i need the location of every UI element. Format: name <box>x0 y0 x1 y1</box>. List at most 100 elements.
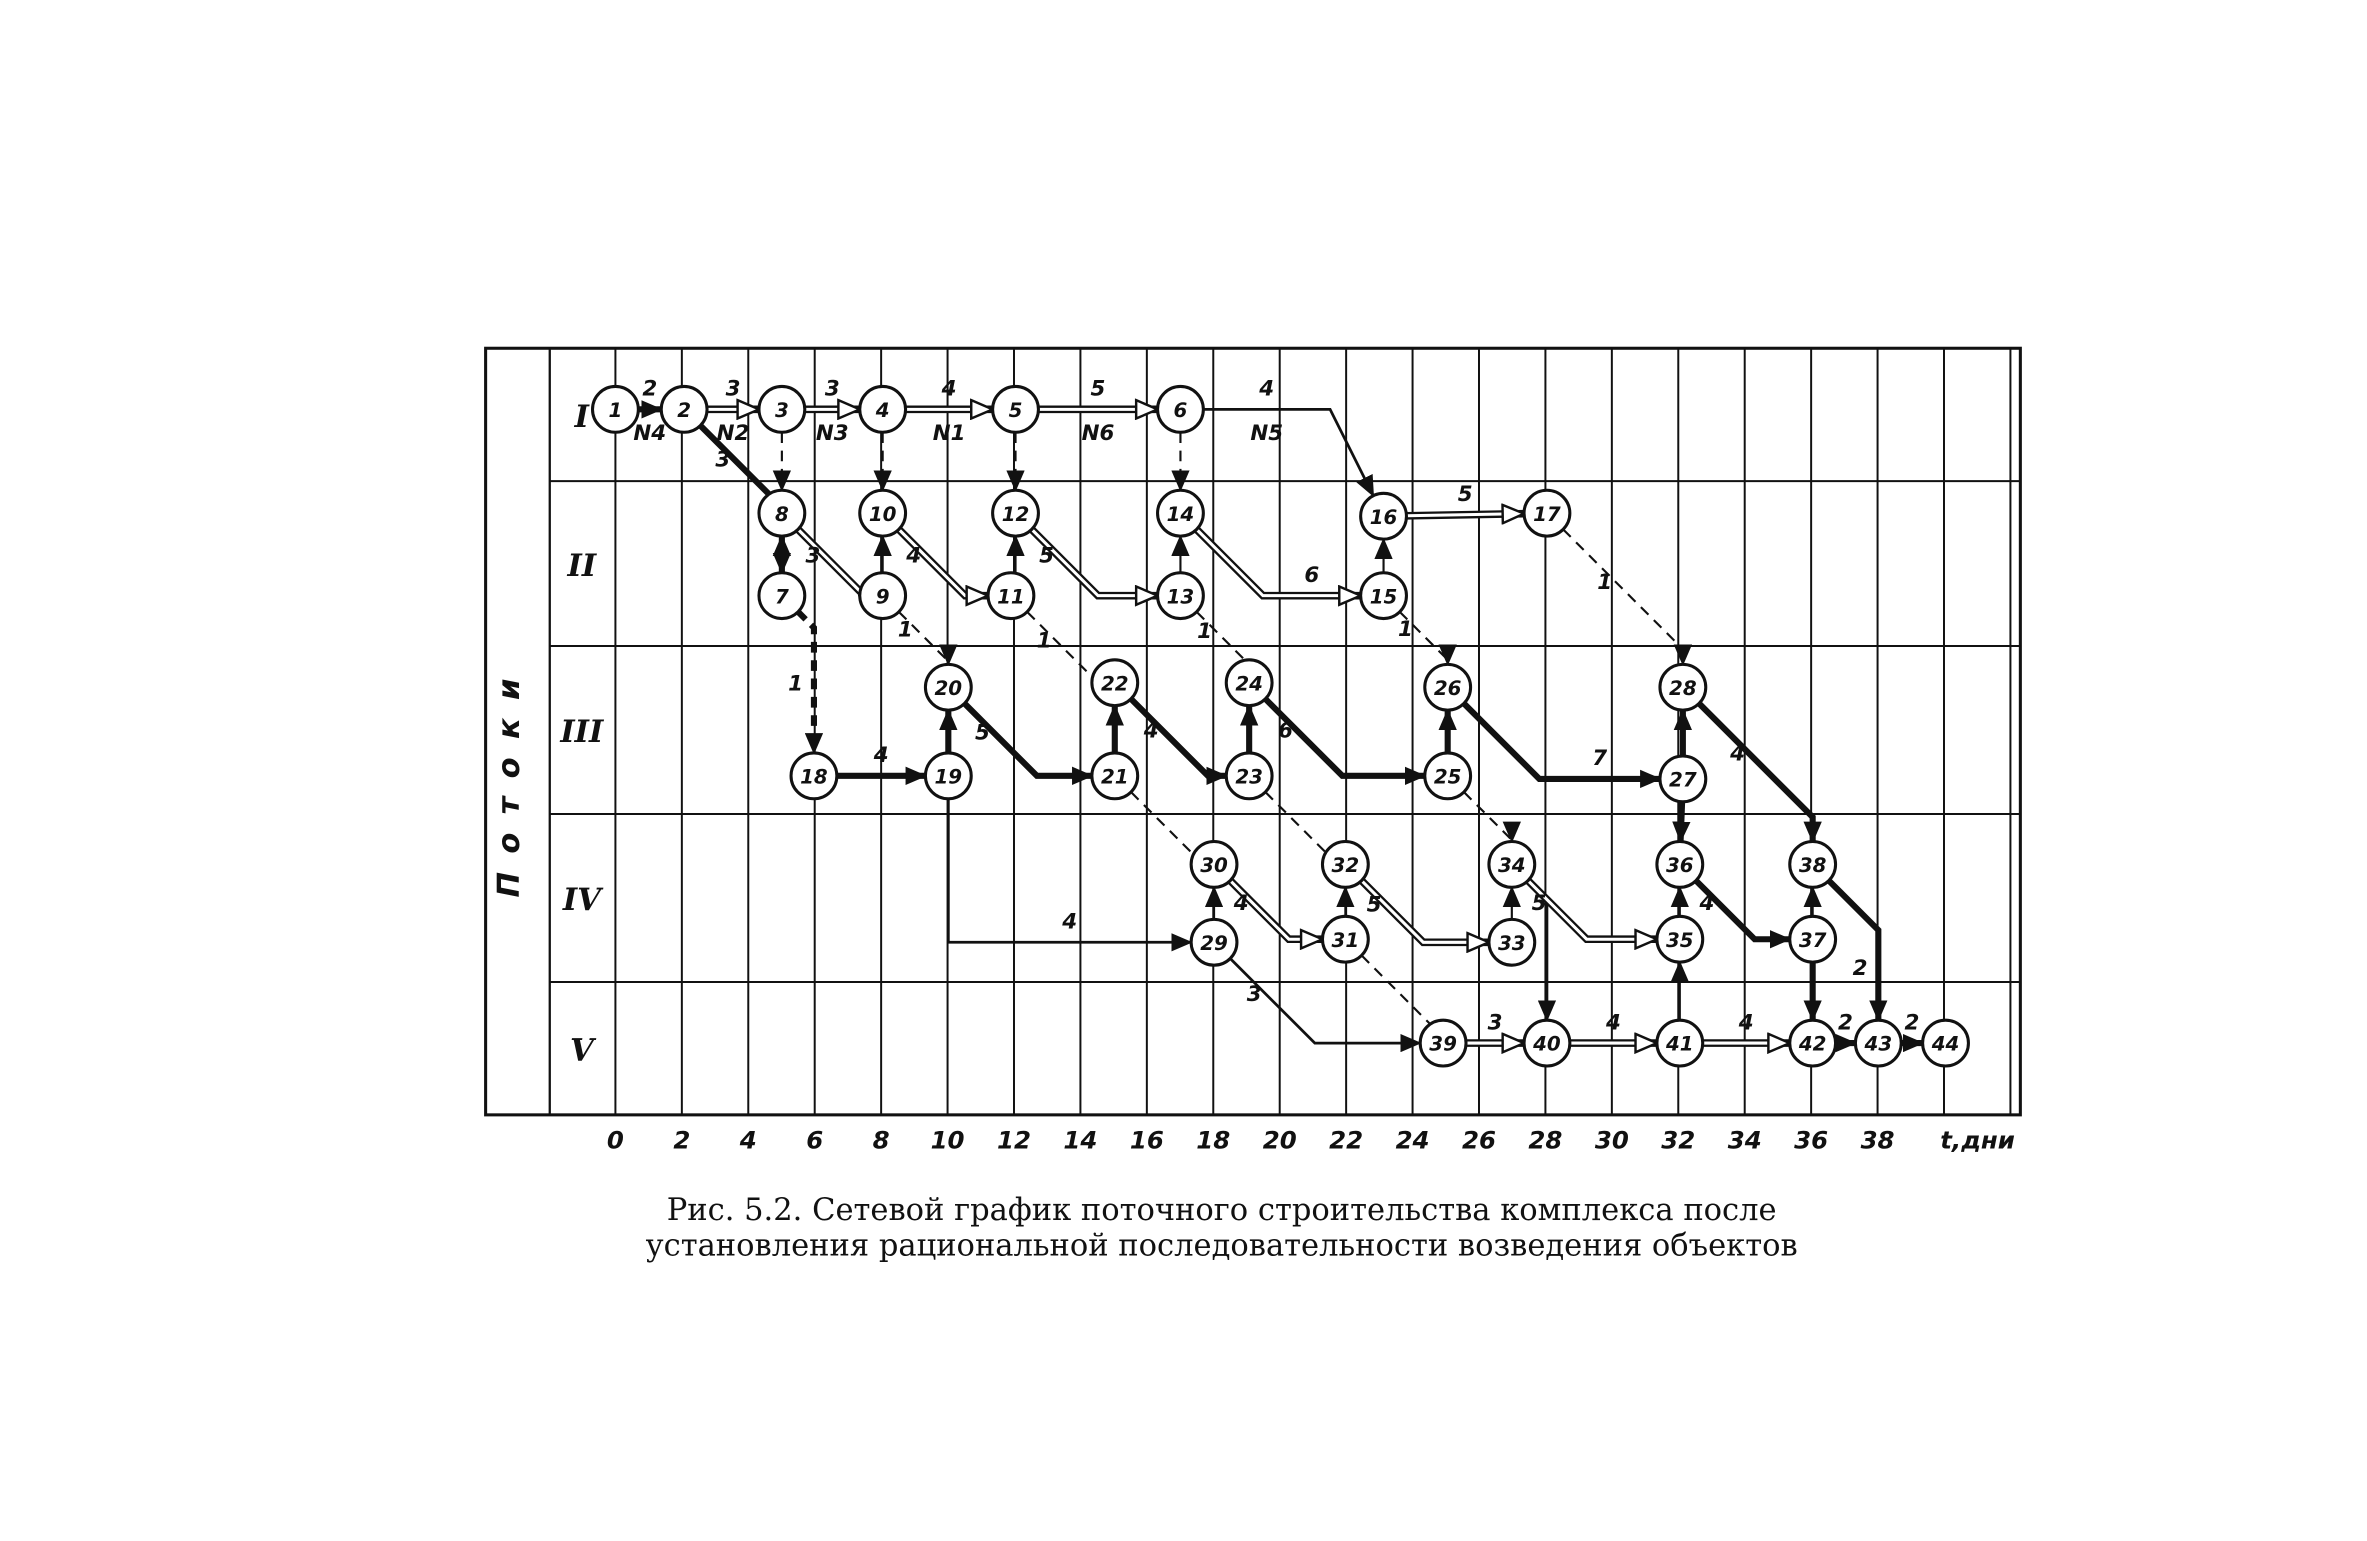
node-label: 39 <box>1429 1033 1457 1056</box>
node <box>1189 917 1239 967</box>
edge-label: 3 <box>805 544 820 569</box>
node <box>1156 488 1205 538</box>
node <box>923 662 973 712</box>
node-label: 30 <box>1200 854 1228 877</box>
node <box>1487 839 1537 889</box>
edge-inner <box>1526 879 1657 940</box>
node-label: 26 <box>1434 677 1462 700</box>
x-tick-label: 26 <box>1462 1125 1496 1154</box>
x-tick-label: 16 <box>1130 1125 1164 1154</box>
node <box>659 384 709 434</box>
edge <box>898 611 958 666</box>
node <box>590 384 640 434</box>
x-tick-label: 20 <box>1263 1125 1297 1154</box>
node-label: 43 <box>1864 1033 1893 1056</box>
edge <box>1463 791 1521 844</box>
node-label: 3 <box>775 399 789 422</box>
edge-inner <box>1030 528 1158 595</box>
node-label: 24 <box>1235 672 1263 695</box>
grid <box>484 346 2022 1117</box>
edge-sublabel: N6 <box>1082 421 1115 446</box>
edge-sublabel: N2 <box>717 421 750 446</box>
node-label: 25 <box>1434 765 1462 788</box>
edge-label: 4 <box>941 377 957 402</box>
node <box>757 571 807 621</box>
edge-label: 3 <box>715 447 730 472</box>
x-tick-label: 4 <box>739 1125 757 1154</box>
edge-label: 5 <box>1532 891 1547 916</box>
node <box>858 488 908 538</box>
node-label: 28 <box>1669 677 1697 700</box>
edge-label: 1 <box>1398 617 1413 642</box>
node-label: 22 <box>1101 672 1129 695</box>
node <box>1522 488 1572 538</box>
x-tick-label: 12 <box>997 1125 1031 1154</box>
node-label: 17 <box>1533 503 1561 526</box>
edge-label: 5 <box>1039 544 1054 569</box>
row-label: III <box>559 714 605 750</box>
node-label: 32 <box>1332 854 1360 877</box>
edge-label: 2 <box>1904 1010 1919 1035</box>
node-label: 38 <box>1799 854 1827 877</box>
edge-label: 4 <box>1233 891 1249 916</box>
node <box>757 488 807 538</box>
node <box>858 384 908 434</box>
x-axis-label: t,дни <box>1940 1125 2015 1154</box>
node <box>1090 658 1140 708</box>
node <box>1189 839 1239 889</box>
node-label: 9 <box>876 585 890 608</box>
node-label: 41 <box>1665 1033 1694 1056</box>
edge-label: 5 <box>975 721 990 746</box>
edge <box>1696 701 1822 844</box>
node-label: 7 <box>775 585 789 608</box>
edge-label: 4 <box>1699 891 1715 916</box>
edge-label: 1 <box>898 618 913 643</box>
edge-sublabel: N1 <box>933 421 966 446</box>
x-tick-label: 32 <box>1661 1125 1695 1154</box>
edge-sublabel: N5 <box>1250 421 1283 446</box>
edge-inner <box>1406 514 1524 516</box>
edge-label: 4 <box>1143 718 1159 743</box>
node <box>1320 839 1370 889</box>
x-tick-label: 18 <box>1196 1125 1230 1154</box>
node <box>1418 1018 1468 1068</box>
edge-label: 5 <box>1091 377 1106 402</box>
node-label: 34 <box>1498 854 1526 877</box>
node-label: 35 <box>1666 929 1694 952</box>
node <box>1359 491 1408 541</box>
node-label: 6 <box>1174 399 1188 422</box>
node-label: 15 <box>1370 585 1398 608</box>
node-label: 12 <box>1002 503 1030 526</box>
node <box>1090 751 1140 801</box>
node-label: 18 <box>800 765 828 788</box>
edge-label: 4 <box>1061 910 1077 935</box>
node <box>1522 1018 1572 1068</box>
node-label: 36 <box>1666 854 1694 877</box>
node <box>858 571 908 621</box>
edge-label: 1 <box>788 671 803 696</box>
edge-label: 6 <box>1278 718 1293 743</box>
edge <box>795 609 824 755</box>
edge-label: 7 <box>1592 746 1607 771</box>
node-label: 19 <box>935 765 963 788</box>
edge <box>1229 957 1422 1053</box>
x-tick-label: 24 <box>1396 1125 1430 1154</box>
x-tick-label: 28 <box>1528 1125 1562 1154</box>
edge-label: 3 <box>726 377 741 402</box>
edge-label: 4 <box>1258 377 1274 402</box>
node <box>1320 914 1370 964</box>
edge-label: 4 <box>873 743 889 768</box>
node <box>1788 839 1838 889</box>
node-label: 23 <box>1235 765 1263 788</box>
edge <box>962 701 1094 786</box>
edge-label: 4 <box>905 544 921 569</box>
node-label: 31 <box>1332 929 1360 952</box>
caption-line: Рис. 5.2. Сетевой график поточного строи… <box>667 1193 1777 1228</box>
node <box>1921 1018 1970 1068</box>
node-label: 13 <box>1167 585 1195 608</box>
x-tick-label: 34 <box>1728 1125 1762 1154</box>
x-tick-label: 8 <box>873 1125 890 1154</box>
